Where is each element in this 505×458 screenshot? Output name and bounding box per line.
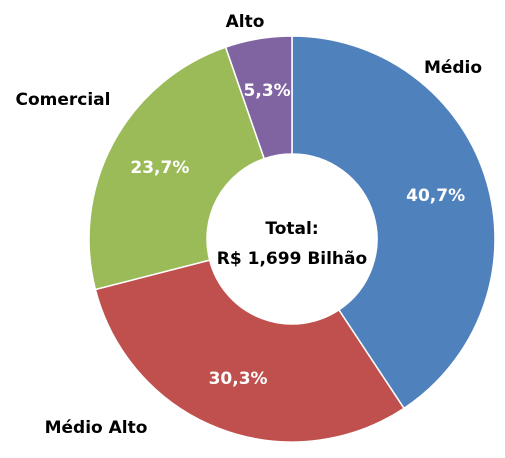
value-label: 5,3% bbox=[244, 81, 291, 101]
center-label: Total: bbox=[265, 219, 318, 239]
donut-slice bbox=[224, 35, 293, 160]
category-label: Médio Alto bbox=[45, 418, 148, 438]
category-label: Comercial bbox=[16, 90, 111, 110]
category-label: Médio bbox=[424, 58, 482, 78]
value-label: 23,7% bbox=[130, 158, 189, 178]
donut-slice bbox=[88, 46, 266, 291]
center-label: R$ 1,699 Bilhão bbox=[217, 249, 367, 269]
value-label: 30,3% bbox=[209, 369, 268, 389]
category-label: Alto bbox=[226, 12, 265, 32]
donut-slice bbox=[94, 259, 406, 443]
value-label: 40,7% bbox=[406, 186, 465, 206]
